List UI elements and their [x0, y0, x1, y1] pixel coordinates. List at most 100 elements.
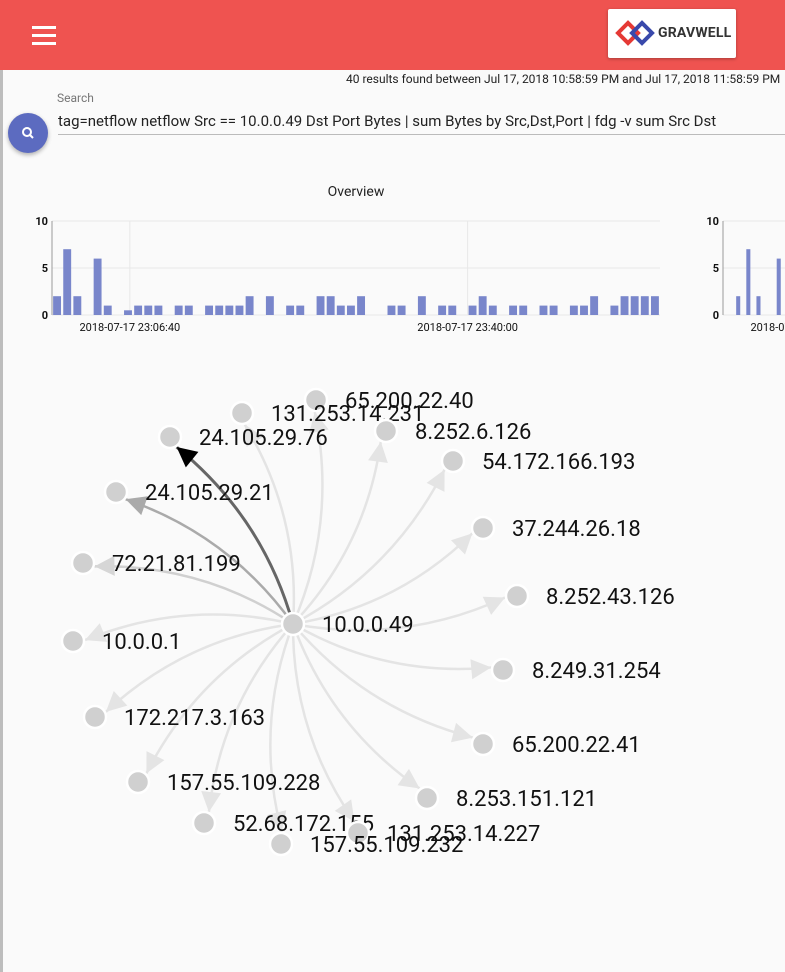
- node-label: 65.200.22.40: [345, 389, 474, 414]
- edge: [94, 565, 294, 626]
- bar: [640, 296, 649, 315]
- bar: [478, 296, 487, 315]
- logo-mark: [615, 20, 655, 46]
- edge: [175, 445, 295, 625]
- bar: [174, 305, 183, 315]
- node-label: 8.252.6.126: [415, 420, 531, 445]
- bar: [620, 296, 629, 315]
- bar: [756, 296, 761, 315]
- bar: [650, 296, 659, 315]
- node: [191, 810, 217, 836]
- bar: [509, 305, 518, 315]
- bar: [569, 305, 578, 315]
- node-label: 24.105.29.21: [145, 481, 274, 506]
- graph: 10.0.0.49 65.200.22.40131.253.14.2318.252…: [60, 387, 675, 858]
- search-icon: [22, 127, 34, 139]
- edge: [145, 622, 294, 774]
- bar: [488, 305, 497, 315]
- node-label: 172.217.3.163: [124, 706, 265, 731]
- bar: [519, 305, 528, 315]
- node: [125, 769, 151, 795]
- node: [157, 424, 183, 450]
- edge-arrow: [146, 751, 165, 774]
- y-tick-label: 5: [713, 262, 719, 275]
- bar: [630, 296, 639, 315]
- edge: [243, 424, 296, 625]
- edge: [291, 411, 324, 625]
- node: [470, 515, 496, 541]
- edge: [291, 623, 421, 790]
- node: [373, 418, 399, 444]
- node: [82, 704, 108, 730]
- bar: [387, 305, 396, 315]
- node-label: 24.105.29.76: [199, 426, 328, 451]
- edge-arrow: [125, 496, 148, 516]
- bar: [286, 305, 295, 315]
- bar: [63, 249, 72, 315]
- search-input[interactable]: tag=netflow netflow Src == 10.0.0.49 Dst…: [58, 112, 785, 135]
- bar: [776, 258, 781, 315]
- edge-arrow: [84, 623, 108, 642]
- bar: [124, 310, 132, 315]
- edge-arrow: [105, 690, 128, 712]
- bar: [448, 305, 457, 315]
- node: [345, 820, 371, 846]
- bar: [245, 296, 254, 315]
- edge-arrow: [201, 791, 222, 813]
- node-label: 131.253.14.227: [387, 822, 540, 847]
- node: [414, 785, 440, 811]
- edge-arrow: [244, 424, 264, 447]
- node-label: 54.172.166.193: [482, 450, 635, 475]
- edge: [84, 613, 294, 642]
- edge: [125, 497, 295, 625]
- bar: [438, 305, 447, 315]
- charts: Overview 0 5 10 2018-07-17 23:06:40 2018-07-1…: [35, 184, 785, 334]
- bar: [93, 258, 102, 315]
- edge: [207, 623, 294, 813]
- bar: [154, 305, 163, 315]
- edge: [292, 532, 474, 626]
- node-label: 65.200.22.41: [512, 733, 641, 758]
- node: [280, 611, 306, 637]
- edge: [292, 468, 446, 626]
- search-button[interactable]: [8, 113, 48, 153]
- node: [440, 448, 466, 474]
- edge-arrow: [450, 722, 473, 743]
- logo[interactable]: GRAVWELL: [608, 9, 736, 58]
- edge-arrow: [309, 411, 329, 434]
- bar: [549, 305, 558, 315]
- left-edge: [0, 0, 3, 972]
- node-label: 131.253.14.231: [271, 402, 424, 427]
- edge-arrow: [368, 441, 388, 464]
- node-label: 10.0.0.49: [322, 613, 414, 638]
- node-label: 10.0.0.1: [102, 630, 181, 655]
- histogram: 0 5 10 2018-07-17 23:06:40: [706, 215, 785, 334]
- bar: [346, 305, 355, 315]
- bar: [468, 305, 477, 315]
- edge-arrow: [334, 799, 355, 822]
- bar: [235, 305, 244, 315]
- search-label: Search: [57, 91, 94, 105]
- logo-text: GRAVWELL: [658, 25, 732, 41]
- node-label: 8.249.31.254: [532, 659, 661, 684]
- bar: [144, 305, 153, 315]
- node: [103, 479, 129, 505]
- bar: [316, 296, 325, 315]
- edge-arrow: [397, 768, 420, 789]
- node: [268, 831, 294, 857]
- y-tick-label: 10: [706, 215, 719, 228]
- edge-arrow: [482, 596, 506, 615]
- menu-button[interactable]: [24, 20, 64, 52]
- node-label: 157.55.109.228: [167, 771, 320, 796]
- x-tick-label: 2018-07-17 23:06:40: [751, 321, 785, 334]
- x-tick-label: 2018-07-17 23:40:00: [417, 321, 518, 334]
- bar: [580, 305, 588, 315]
- edge-arrow: [426, 469, 445, 492]
- node: [470, 731, 496, 757]
- bar: [397, 305, 406, 315]
- node: [303, 387, 329, 413]
- node-label: 8.253.151.121: [456, 787, 597, 812]
- edge: [291, 623, 356, 823]
